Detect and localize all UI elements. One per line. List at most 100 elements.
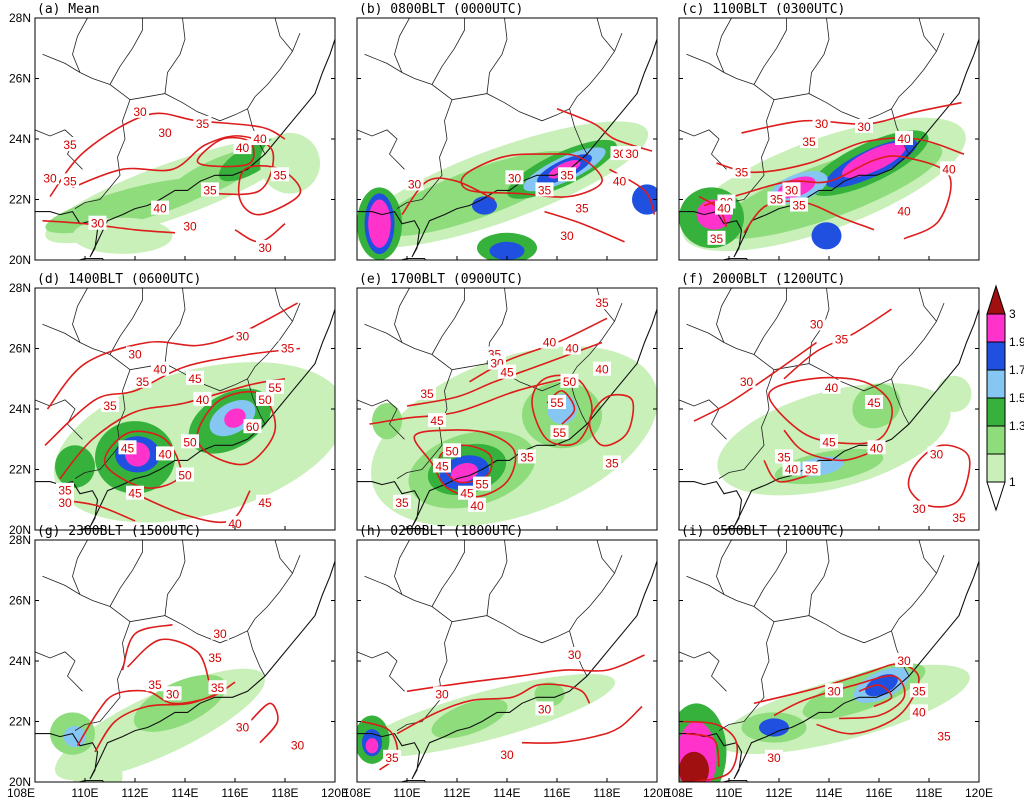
shaded-region [365,738,379,754]
contour-label-bg [865,395,883,409]
lat-tick-label: 26N [9,72,31,86]
colorbar-min-arrow [986,481,1006,512]
contour-line [401,177,495,216]
contour-label-bg [832,331,851,346]
contour-label-bg [156,446,174,461]
contour-label-bg [133,373,152,388]
lon-tick-label: 116E [221,786,248,800]
lon-tick-label: 118E [593,786,620,800]
province-border [718,369,775,479]
contour-label-bg [126,346,144,361]
contour-line [249,702,279,744]
lat-tick-label: 28N [9,11,31,25]
contour-label-bg [383,749,401,764]
contour-label-bg [732,164,751,179]
contour-label-bg [573,200,591,215]
contour-label: 35 [777,450,791,464]
contour-line [588,393,635,447]
contour-line [703,155,952,240]
contour-label-bg [211,625,229,640]
panel-title: (a) Mean [37,2,100,17]
contour-label-bg [927,446,946,461]
contour-label: 30 [58,496,72,510]
contour-label-bg [867,440,886,455]
contour-label: 35 [805,463,819,477]
contour-label-bg [855,118,873,133]
contour-label: 35 [912,684,926,698]
contour-label-bg [895,653,913,667]
province-border [808,18,830,94]
province-border [42,32,301,122]
contour-label: 30 [500,748,514,762]
lat-tick-label: 22N [9,715,31,729]
contour-line [396,683,591,735]
contour-label: 35 [63,138,77,152]
contour-label-bg [131,103,149,118]
contour-line [773,674,906,720]
contour-label: 40 [942,162,956,176]
contour-label-bg [895,131,913,145]
contour-label-bg [473,476,491,491]
contour-line [126,638,211,686]
province-border [918,540,937,574]
contour-label-bg [603,455,621,470]
contour-label: 30 [897,654,911,668]
lon-tick-label: 114E [171,786,198,800]
province-border [753,18,787,85]
contour-label-bg [433,458,451,473]
lat-tick-label: 26N [9,342,31,356]
contour-line [858,684,893,708]
contour-label-bg [940,161,958,176]
province-border [42,554,301,644]
province-border [679,129,727,170]
lon-tick-label: 112E [765,786,792,800]
contour-label-bg [101,398,119,412]
contour-label: 35 [560,168,574,182]
map-body: 30 30 30 30 35 [357,540,657,782]
shaded-region [55,445,95,488]
contour-line [406,654,645,693]
contour-label-bg [800,134,818,148]
province-border [753,540,787,607]
lon-tick-label: 120E [321,786,349,800]
contour-line [556,108,653,152]
province-border [679,399,727,440]
province-border [394,18,410,73]
contour-label: 40 [897,132,911,146]
contour-label-bg [146,677,164,692]
panel-title: (h) 0200BLT (1800UTC) [359,524,523,539]
contour-label-bg [256,494,274,509]
contour-label: 40 [236,141,250,155]
contour-label: 30 [43,171,57,185]
contour-label-bg [405,176,424,191]
province-border [35,399,83,440]
contour-label: 35 [420,387,434,401]
contour-label-bg [825,683,843,698]
contour-label: 30 [625,147,639,161]
province-border [274,540,293,574]
province-border [109,288,143,355]
contour-label: 40 [870,441,884,455]
panel-title: (f) 2000BLT (1200UTC) [681,272,845,287]
contour-label-bg [186,370,204,385]
shaded-region [431,698,508,739]
colorbar-segment [986,341,1006,371]
contour-line [469,317,608,383]
contour-label: 35 [792,199,806,213]
contour-line [544,210,625,243]
contour-line [44,347,301,446]
contour-label: 35 [58,484,72,498]
contour-label-bg [418,385,436,400]
coastline [35,39,335,258]
contour-label: 40 [912,705,926,719]
contour-label: 30 [810,317,824,331]
contour-label: 30 [128,348,142,362]
contour-label-bg [593,361,611,376]
contour-label: 35 [395,496,409,510]
colorbar-label: 1.5 [1009,391,1024,405]
contour-label-bg [790,197,808,212]
coastline [35,561,335,780]
province-border [109,540,143,607]
